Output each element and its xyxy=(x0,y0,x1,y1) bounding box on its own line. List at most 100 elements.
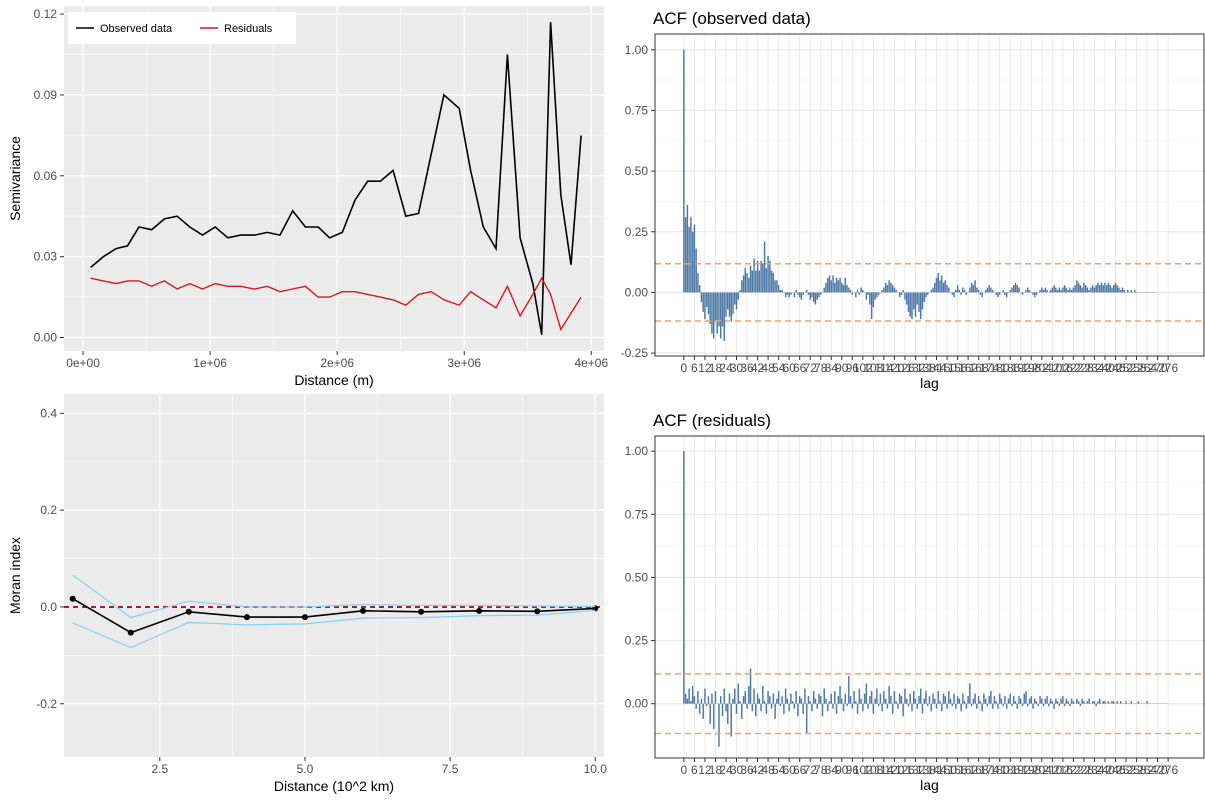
acf-bar xyxy=(788,703,790,712)
acf-bar xyxy=(1112,285,1115,293)
y-axis-title: Moran index xyxy=(7,537,23,614)
acf-bar xyxy=(990,287,992,293)
acf-bar xyxy=(1097,701,1099,704)
x-tick-label: 102 xyxy=(853,361,873,375)
y-tick-label: 0.09 xyxy=(34,88,58,102)
acf-bar xyxy=(1039,696,1041,704)
x-tick-label: 258 xyxy=(1127,763,1147,777)
acf-bar xyxy=(719,696,722,704)
acf-bar xyxy=(1009,693,1011,704)
acf-bar xyxy=(946,703,948,709)
x-tick-label: 102 xyxy=(853,763,873,777)
acf-bar xyxy=(907,703,910,707)
acf-bar xyxy=(981,292,983,298)
legend: Observed data Residuals xyxy=(68,12,296,44)
y-tick-label: 0.25 xyxy=(625,225,649,239)
acf-bar xyxy=(800,292,803,300)
acf-bar xyxy=(949,698,952,704)
acf-bar xyxy=(977,289,980,293)
plot-background xyxy=(655,34,1204,356)
acf-bar xyxy=(934,698,936,704)
x-tick-label: 204 xyxy=(1032,763,1052,777)
acf-bar xyxy=(997,292,999,298)
x-tick-label: 66 xyxy=(793,361,807,375)
acf-bar xyxy=(769,260,771,293)
acf-bar xyxy=(1002,703,1004,707)
acf-bar xyxy=(744,691,747,704)
x-tick-label: 48 xyxy=(761,361,775,375)
acf-bar xyxy=(702,292,704,312)
x-tick-label: 78 xyxy=(814,361,828,375)
acf-bar xyxy=(790,693,792,704)
acf-bar xyxy=(946,285,948,293)
x-tick-label: 198 xyxy=(1021,361,1041,375)
acf-bar xyxy=(763,701,766,704)
x-tick-label: 144 xyxy=(927,361,947,375)
acf-bar xyxy=(918,696,920,704)
acf-bar xyxy=(807,292,810,295)
acf-bar xyxy=(970,703,973,707)
acf-bar xyxy=(1120,701,1122,704)
acf-bar xyxy=(1105,285,1108,293)
acf-bar xyxy=(935,703,938,709)
y-tick-label: 0.00 xyxy=(34,331,58,345)
acf-bar xyxy=(928,696,931,704)
acf-bar xyxy=(748,686,750,704)
acf-bar xyxy=(1067,289,1069,293)
acf-bar xyxy=(855,292,857,298)
acf-bar xyxy=(1079,703,1082,707)
acf-bar xyxy=(1004,696,1006,704)
x-tick-label: 6 xyxy=(691,763,698,777)
acf-bar xyxy=(809,292,811,300)
acf-bar xyxy=(911,292,913,320)
acf-bar xyxy=(891,703,894,714)
acf-bar xyxy=(683,451,685,704)
acf-bar xyxy=(842,703,845,712)
x-tick-label: 132 xyxy=(905,361,925,375)
acf-bar xyxy=(1034,698,1036,704)
acf-bar xyxy=(955,703,957,709)
x-tick-label: 5.0 xyxy=(297,762,314,776)
x-tick-label: 156 xyxy=(948,361,968,375)
acf-bar xyxy=(963,289,966,293)
acf-bar xyxy=(837,280,840,293)
x-tick-label: 240 xyxy=(1095,361,1115,375)
acf-bar xyxy=(872,292,875,307)
acf-bar xyxy=(763,241,766,293)
acf-bar xyxy=(1018,696,1020,704)
acf-bar xyxy=(737,683,740,704)
x-tick-label: 186 xyxy=(1000,763,1020,777)
acf-bar xyxy=(749,668,752,704)
acf-bar xyxy=(825,282,827,293)
acf-bar xyxy=(1081,287,1083,293)
moran-panel: -0.2 0.0 0.2 0.4 2.5 5.0 7.5 10.0 Distance (10^2… xyxy=(7,394,607,794)
acf-bar xyxy=(862,703,864,712)
acf-bar xyxy=(1095,703,1097,707)
x-tick-label: 186 xyxy=(1000,361,1020,375)
x-tick-label: 264 xyxy=(1137,361,1157,375)
acf-bar xyxy=(721,703,724,717)
acf-bar xyxy=(886,285,889,293)
acf-bar xyxy=(914,698,917,704)
acf-bar xyxy=(781,289,783,293)
acf-bar xyxy=(902,703,904,717)
x-tick-label: 108 xyxy=(863,361,883,375)
acf-bar xyxy=(725,292,727,317)
acf-bar xyxy=(849,289,852,293)
x-tick-label: 258 xyxy=(1127,361,1147,375)
acf-bar xyxy=(937,691,940,704)
x-tick-label: 192 xyxy=(1011,361,1031,375)
acf-bar xyxy=(700,698,703,704)
acf-bar xyxy=(705,703,708,707)
acf-bar xyxy=(735,703,738,714)
acf-bar xyxy=(839,686,841,704)
x-tick-label: 240 xyxy=(1095,763,1115,777)
acf-bar xyxy=(1097,282,1099,293)
acf-bar xyxy=(711,693,713,704)
x-tick-label: 48 xyxy=(761,763,775,777)
acf-bar xyxy=(888,686,890,704)
acf-bar xyxy=(688,688,690,704)
acf-bar xyxy=(1044,287,1047,293)
acf-bar xyxy=(914,292,917,317)
acf-bar xyxy=(898,693,901,704)
